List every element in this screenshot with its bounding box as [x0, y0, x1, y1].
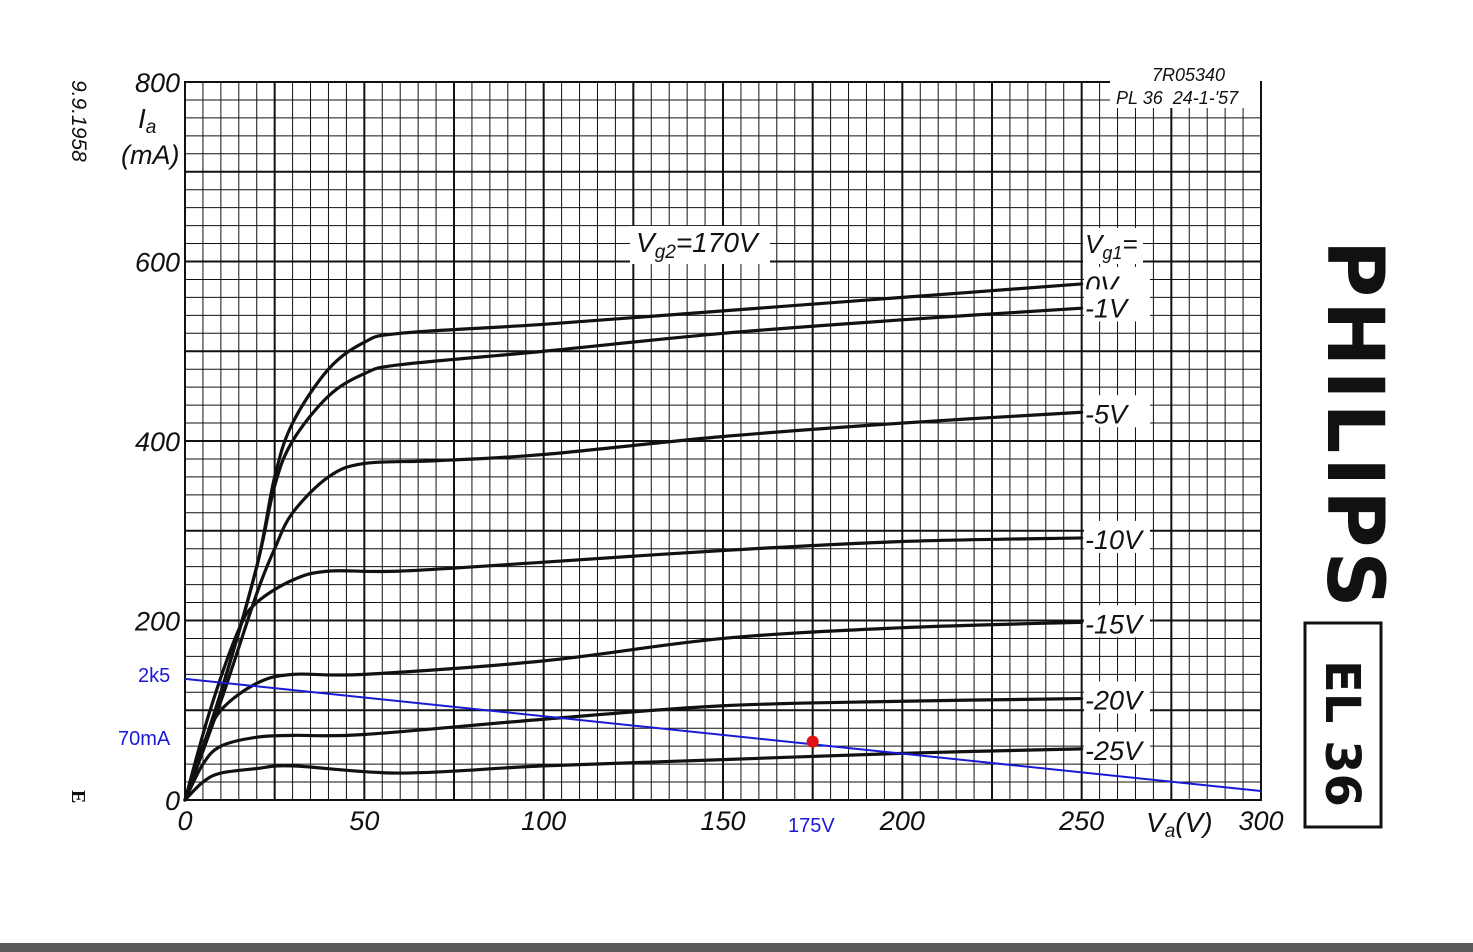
series-header-value: = — [1122, 229, 1137, 259]
curve-vg1-6 — [183, 747, 1084, 802]
side-date: 9.9.1958 — [67, 80, 90, 162]
y-tick-bg — [126, 243, 182, 274]
series-label-bg — [1084, 605, 1150, 638]
condition-sub: g2 — [655, 242, 677, 263]
series-header-symbol: V — [1085, 229, 1105, 259]
x-label-unit: (V) — [1175, 807, 1212, 838]
y-label-unit: (mA) — [121, 140, 179, 170]
svg-text:Ia: Ia — [138, 103, 156, 138]
x-tick-label: 50 — [349, 806, 379, 836]
x-tick-label: 0 — [177, 806, 192, 836]
y-tick-bg — [126, 64, 182, 94]
tube-reference: PL 36 24-1-'57 — [1116, 88, 1239, 108]
curve-vg1-1 — [183, 306, 1084, 802]
x-tick-labels: 0 50 100 150 200 250 300 — [177, 806, 1283, 836]
y-tick-label: 800 — [135, 68, 180, 98]
plot-frame — [184, 81, 1262, 801]
y-tick-label: 0 — [165, 786, 180, 816]
y-axis-label: Ia (mA) — [120, 98, 182, 174]
series-header-sub: g1 — [1102, 243, 1122, 263]
series-label-bg — [1084, 395, 1150, 428]
series-label-6: -25V — [1085, 736, 1145, 766]
x-tick-label: 150 — [700, 806, 745, 836]
series-header: Vg1= — [1083, 228, 1143, 264]
load-line-marker-label: 2k5 — [138, 665, 170, 687]
condition-label: Vg2=170V — [630, 226, 770, 264]
curve-vg1-4 — [183, 620, 1084, 802]
tube-type-label: EL 36 — [1314, 660, 1370, 807]
series-label-bg — [1084, 520, 1150, 553]
bottom-bar — [0, 943, 1473, 952]
brand-logo: PHILIPS — [1309, 240, 1399, 612]
y-label-sub: a — [146, 117, 157, 138]
e-mark: E — [67, 790, 89, 803]
drawing-code: 7R05340 — [1152, 65, 1225, 85]
condition-symbol: V — [636, 227, 657, 258]
y-tick-bg — [126, 423, 182, 453]
series-label-2: -5V — [1085, 399, 1130, 429]
x-tick-label: 250 — [1058, 806, 1104, 836]
series-label-bg — [1084, 681, 1150, 714]
series-label-5: -20V — [1085, 686, 1145, 716]
svg-text:Vg2=170V: Vg2=170V — [636, 227, 760, 263]
x-tick-label: 300 — [1238, 806, 1283, 836]
y-tick-label: 400 — [135, 427, 180, 457]
x-label-symbol: V — [1146, 807, 1167, 838]
curves — [183, 282, 1084, 802]
series-label-bg — [1084, 289, 1150, 322]
curve-vg1-3 — [183, 536, 1084, 802]
tube-type-box — [1303, 621, 1383, 829]
reference-box — [1110, 64, 1260, 108]
series-label-3: -10V — [1085, 525, 1145, 555]
operating-point — [806, 735, 819, 748]
svg-text:Vg1=: Vg1= — [1085, 229, 1138, 263]
load-line — [184, 677, 1262, 793]
y-tick-bg — [126, 782, 182, 812]
y-tick-label: 600 — [135, 248, 180, 278]
y-tick-bg — [126, 602, 182, 633]
y-label-symbol: I — [138, 103, 146, 134]
svg-text:Va(V): Va(V) — [1146, 807, 1213, 842]
y-tick-label: 200 — [134, 607, 180, 637]
series-label-1: -1V — [1085, 293, 1130, 323]
x-tick-label: 100 — [521, 806, 566, 836]
series-label-4: -15V — [1085, 609, 1145, 639]
voltage-marker-label: 175V — [788, 815, 835, 837]
x-axis-label: Va(V) — [1140, 803, 1213, 842]
x-tick-label: 200 — [879, 806, 925, 836]
y-tick-labels: 0 200 400 600 800 — [126, 64, 182, 816]
series-labels: 0V-1V-5V-10V-15V-20V-25V — [1084, 266, 1150, 766]
series-label-bg — [1084, 731, 1150, 764]
current-marker-label: 70mA — [118, 728, 171, 750]
curve-vg1-5 — [183, 696, 1084, 802]
x-label-sub: a — [1165, 821, 1176, 842]
condition-value: =170V — [676, 227, 760, 258]
